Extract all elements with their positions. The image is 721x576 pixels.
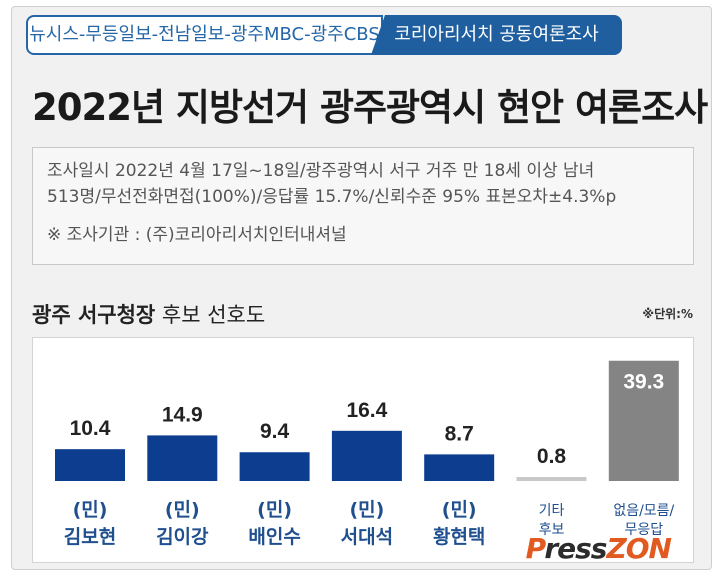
media-partners-tab: 뉴시스-무등일보-전남일보-광주MBC-광주CBS xyxy=(26,15,383,55)
category-label-6-1: 무응답 xyxy=(624,522,663,538)
survey-info-line-2: 513명/무선전화면접(100%)/응답률 15.7%/신뢰수준 95% 표본오… xyxy=(47,187,617,207)
category-label-0-0: (민) xyxy=(73,499,108,521)
bar-6 xyxy=(608,360,679,481)
value-label-6: 39.3 xyxy=(623,371,664,394)
category-label-0-1: 김보현 xyxy=(64,526,116,548)
category-label-4-1: 황현택 xyxy=(433,525,485,548)
bar-2 xyxy=(239,452,310,481)
value-label-0: 10.4 xyxy=(70,417,111,440)
chart-title-rest: 후보 선호도 xyxy=(155,303,266,327)
bar-0 xyxy=(55,449,125,481)
category-label-3-0: (민) xyxy=(349,499,384,521)
bar-4 xyxy=(424,454,495,481)
bar-1 xyxy=(147,435,218,481)
value-label-2: 9.4 xyxy=(260,420,290,443)
survey-organization: ※ 조사기관 : (주)코리아리서치인터내셔널 xyxy=(47,225,347,245)
category-label-1-0: (민) xyxy=(165,499,200,521)
chart-area: 10.4 (민) 김보현 14.9 (민) 김이강 9.4 (민) 배인수 16.4 (민) 서대석 8… xyxy=(32,337,694,563)
survey-partner-tab: 코리아리서치 공동여론조사 xyxy=(371,15,622,55)
category-label-1-1: 김이강 xyxy=(156,526,209,548)
category-label-2-0: (민) xyxy=(257,499,292,521)
bar-chart: 10.4 (민) 김보현 14.9 (민) 김이강 9.4 (민) 배인수 16.4 (민) 서대석 8… xyxy=(55,360,679,548)
value-label-5: 0.8 xyxy=(537,445,567,468)
page-title: 2022년 지방선거 광주광역시 현안 여론조사 xyxy=(32,86,708,129)
chart-title-bold: 광주 서구청장 xyxy=(32,303,156,327)
bar-5 xyxy=(516,477,587,481)
category-label-5-0: 기타 xyxy=(539,503,565,519)
category-label-6-0: 없음/모름/ xyxy=(613,503,674,519)
unit-label: ※단위:% xyxy=(642,307,693,321)
value-label-3: 16.4 xyxy=(346,399,387,422)
bar-3 xyxy=(331,430,402,481)
category-label-2-1: 배인수 xyxy=(248,526,300,548)
value-label-1: 14.9 xyxy=(162,403,203,426)
category-label-4-0: (민) xyxy=(442,499,477,521)
category-label-5-1: 후보 xyxy=(539,522,565,538)
survey-info-box: 조사일시 2022년 4월 17일~18일/광주광역시 서구 거주 만 18세 … xyxy=(32,147,694,265)
infographic-frame: 뉴시스-무등일보-전남일보-광주MBC-광주CBS 코리아리서치 공동여론조사 … xyxy=(11,6,712,570)
chart-title: 광주 서구청장 후보 선호도 xyxy=(32,299,265,329)
survey-info-line-1: 조사일시 2022년 4월 17일~18일/광주광역시 서구 거주 만 18세 … xyxy=(47,161,595,181)
presszon-watermark: PressZON xyxy=(525,532,672,565)
header-tabs: 뉴시스-무등일보-전남일보-광주MBC-광주CBS 코리아리서치 공동여론조사 xyxy=(26,15,622,55)
value-label-4: 8.7 xyxy=(445,422,474,445)
category-label-3-1: 서대석 xyxy=(341,526,393,548)
